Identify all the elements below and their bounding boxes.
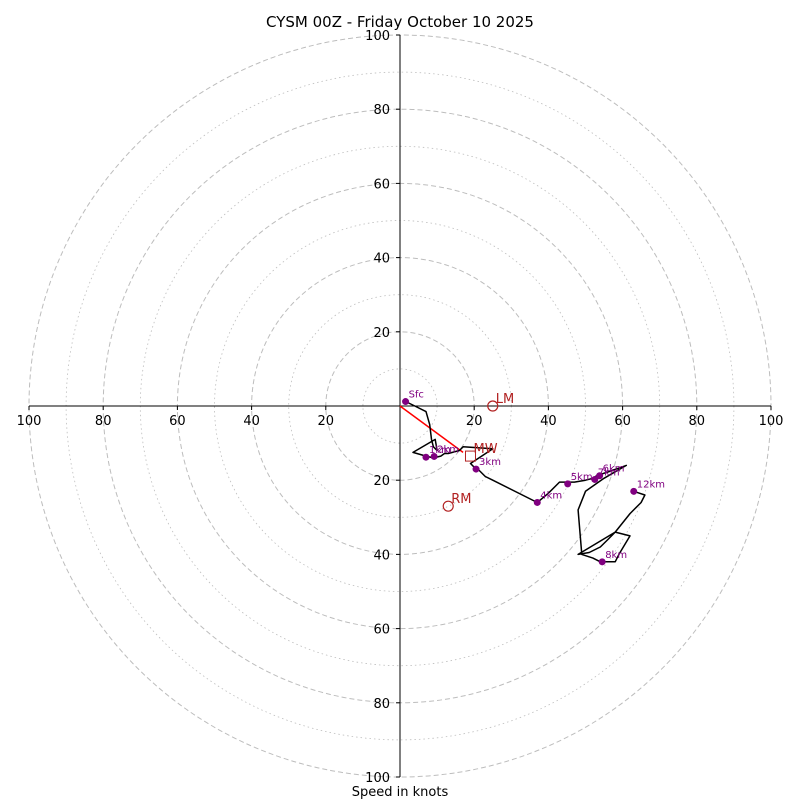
- hodograph-trace-layer: [405, 400, 646, 563]
- x-tick-label: 80: [95, 414, 112, 429]
- height-marker-1km: [422, 453, 430, 461]
- y-tick-label: 40: [373, 548, 390, 563]
- height-label-4km: 4km: [540, 490, 562, 501]
- height-marker-Sfc: [402, 398, 410, 406]
- x-tick-label: 40: [540, 414, 557, 429]
- tick-labels: 100 80 60 40 20 20 40 60 80 100 100 80 60 40 20 20 40 60 8…: [17, 29, 784, 786]
- height-label-1km: 1km: [429, 445, 451, 456]
- y-tick-label: 80: [373, 697, 390, 712]
- y-tick-label: 20: [373, 474, 390, 489]
- chart-title: CYSM 00Z - Friday October 10 2025: [266, 13, 534, 31]
- x-tick-label: 20: [318, 414, 335, 429]
- height-label-Sfc: Sfc: [409, 390, 424, 401]
- x-tick-label: 40: [243, 414, 260, 429]
- storm-motion-label-LM: LM: [496, 392, 514, 407]
- x-tick-label: 100: [759, 414, 784, 429]
- x-tick-label: 20: [466, 414, 483, 429]
- x-axis-label: Speed in knots: [352, 785, 449, 800]
- storm-motion-label-RM: RM: [451, 492, 471, 507]
- height-marker-2km: [430, 452, 438, 460]
- height-label-8km: 8km: [605, 550, 627, 561]
- height-label-7km: 7km: [598, 467, 620, 478]
- height-label-3km: 3km: [479, 457, 501, 468]
- x-tick-label: 100: [17, 414, 42, 429]
- storm-motion-marker-LM: [487, 400, 499, 412]
- x-tick-label: 60: [614, 414, 631, 429]
- y-tick-label: 40: [373, 252, 390, 267]
- height-label-6km: 6km: [603, 464, 625, 475]
- y-tick-label: 60: [373, 177, 390, 192]
- height-marker-4km: [533, 498, 541, 506]
- height-label-5km: 5km: [571, 472, 593, 483]
- hodograph-trace: [405, 400, 646, 563]
- y-tick-label: 100: [365, 771, 390, 786]
- height-label-12km: 12km: [637, 479, 665, 490]
- y-tick-label: 100: [365, 29, 390, 44]
- y-tick-label: 80: [373, 103, 390, 118]
- height-marker-3km: [472, 465, 480, 473]
- height-marker-12km: [630, 487, 638, 495]
- x-tick-label: 80: [689, 414, 706, 429]
- storm-motion-markers: LM RM MW: [442, 392, 514, 512]
- mean-wind-marker: [464, 450, 476, 462]
- storm-motion-marker-RM: [442, 500, 454, 512]
- y-tick-label: 20: [373, 326, 390, 341]
- y-tick-label: 60: [373, 623, 390, 638]
- height-marker-5km: [564, 480, 572, 488]
- shear-vector-layer: [399, 405, 464, 453]
- x-tick-label: 60: [169, 414, 186, 429]
- shear-vector: [399, 405, 464, 453]
- storm-motion-label-MW: MW: [473, 442, 497, 457]
- height-marker-6km: [596, 472, 604, 480]
- height-marker-7km: [591, 475, 599, 483]
- height-label-2km: 2km: [437, 444, 459, 455]
- height-marker-8km: [598, 558, 606, 566]
